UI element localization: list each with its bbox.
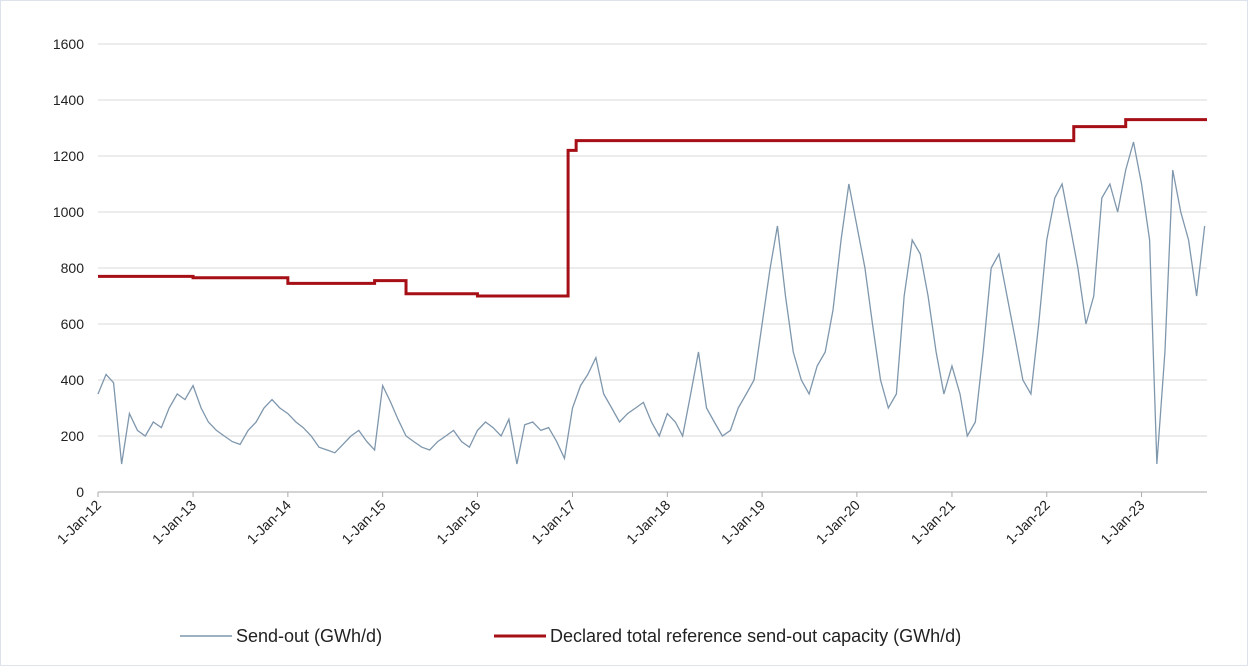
y-tick-label: 600	[61, 316, 85, 332]
series-line	[97, 141, 1206, 465]
y-tick-label: 0	[76, 484, 84, 500]
y-tick-label: 200	[61, 428, 85, 444]
y-tick-label: 1600	[53, 36, 84, 52]
y-tick-label: 1200	[53, 148, 84, 164]
y-tick-label: 1400	[53, 92, 84, 108]
legend-label: Declared total reference send-out capaci…	[550, 626, 961, 646]
y-tick-label: 1000	[53, 204, 84, 220]
y-tick-label: 800	[61, 260, 85, 276]
legend-label: Send-out (GWh/d)	[236, 626, 382, 646]
y-tick-label: 400	[61, 372, 85, 388]
series-line	[98, 118, 1207, 298]
